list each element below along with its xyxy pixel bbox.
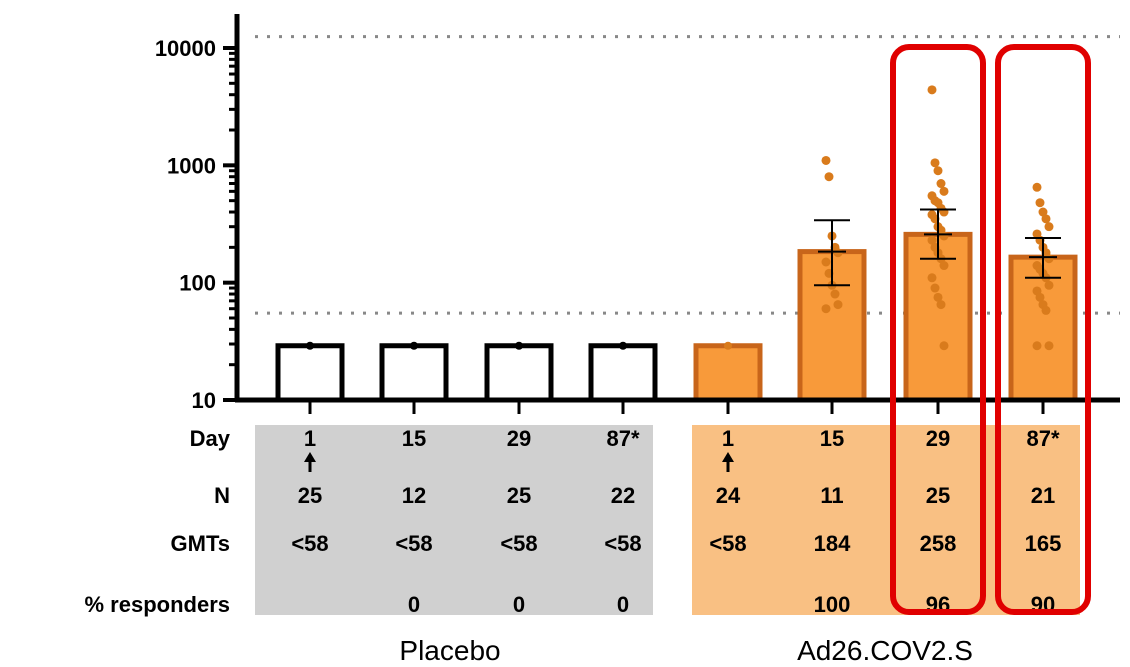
n-cell: 25 <box>926 483 950 508</box>
day-cell: 87* <box>606 426 639 451</box>
y-tick-label: 100 <box>179 271 216 296</box>
table-cells: 1 25 <58 15 12 <58 0 29 25 <58 0 87* 22 <58 0 1 24 <58 15 1… <box>291 426 1061 617</box>
data-point <box>939 186 949 196</box>
group-label-placebo: Placebo <box>399 635 500 666</box>
bars <box>275 231 1078 403</box>
data-point <box>933 166 943 176</box>
data-point <box>1041 214 1051 224</box>
data-point <box>515 341 523 350</box>
data-point <box>1044 280 1054 290</box>
gmt-cell: <58 <box>500 531 537 556</box>
bar <box>693 343 763 403</box>
data-point <box>1038 207 1048 217</box>
day-cell: 29 <box>507 426 531 451</box>
responders-cell: 0 <box>408 592 420 617</box>
data-point <box>1035 198 1045 208</box>
data-point <box>833 248 843 258</box>
bar <box>379 343 449 403</box>
data-point <box>933 292 943 302</box>
data-point <box>833 300 843 310</box>
placebo-table-background <box>255 425 653 615</box>
table-row-labels: Day N GMTs % responders <box>85 426 231 617</box>
gmt-cell: 165 <box>1025 531 1062 556</box>
table-background <box>255 425 1080 615</box>
n-cell: 24 <box>716 483 741 508</box>
highlight-box <box>995 44 1091 615</box>
row-label-day: Day <box>190 426 231 451</box>
dose-arrow-icon <box>722 452 734 462</box>
responders-cell: 100 <box>814 592 851 617</box>
data-point <box>1044 254 1054 264</box>
responders-cell: 0 <box>617 592 629 617</box>
vaccine-table-background <box>692 425 1080 615</box>
data-point <box>930 158 940 168</box>
n-cell: 12 <box>402 483 426 508</box>
gmt-cell: 184 <box>814 531 851 556</box>
threshold-lines <box>255 35 1120 315</box>
day-cell: 87* <box>1026 426 1059 451</box>
bar <box>484 343 554 403</box>
data-point <box>1035 292 1045 302</box>
data-point <box>1032 341 1042 351</box>
y-tick-label: 10000 <box>155 36 216 61</box>
day-cell: 15 <box>402 426 426 451</box>
n-cell: 25 <box>507 483 531 508</box>
data-point <box>936 300 946 310</box>
row-label-gmts: GMTs <box>171 531 230 556</box>
n-cell: 25 <box>298 483 322 508</box>
bar <box>275 343 345 403</box>
data-point <box>927 235 937 245</box>
n-cell: 22 <box>611 483 635 508</box>
dose-arrow-icon <box>304 452 316 462</box>
gmt-cell: 258 <box>920 531 957 556</box>
data-point <box>927 273 937 283</box>
responders-cell: 0 <box>513 592 525 617</box>
data-point <box>930 283 940 293</box>
data-point <box>821 304 831 314</box>
data-point <box>936 179 946 189</box>
data-point <box>724 341 732 350</box>
data-point <box>1032 182 1042 192</box>
group-labels: Placebo Ad26.COV2.S <box>399 635 973 666</box>
data-point <box>306 341 314 350</box>
data-point <box>830 289 840 299</box>
gmt-cell: <58 <box>395 531 432 556</box>
day-cell: 15 <box>820 426 844 451</box>
data-point <box>939 261 949 271</box>
y-axis <box>223 14 1120 414</box>
highlight-box <box>890 44 986 615</box>
data-point <box>1044 222 1054 232</box>
row-label-n: N <box>214 483 230 508</box>
gmt-cell: <58 <box>709 531 746 556</box>
data-point <box>821 155 831 165</box>
y-tick-label: 10 <box>192 388 216 413</box>
gmt-cell: <58 <box>604 531 641 556</box>
day-cell: 29 <box>926 426 950 451</box>
data-point <box>939 341 949 351</box>
data-point <box>821 257 831 267</box>
group-label-vaccine: Ad26.COV2.S <box>797 635 973 666</box>
data-point <box>939 231 949 241</box>
gmt-cell: <58 <box>291 531 328 556</box>
y-tick-labels: 10 100 1000 10000 <box>155 36 216 413</box>
n-cell: 21 <box>1031 483 1055 508</box>
row-label-responders: % responders <box>85 592 231 617</box>
day-cell: 1 <box>304 426 316 451</box>
y-tick-label: 1000 <box>167 153 216 178</box>
highlight-boxes <box>890 44 1091 615</box>
bar <box>588 343 658 403</box>
data-point <box>1044 341 1054 351</box>
data-point <box>619 341 627 350</box>
day-cell: 1 <box>722 426 734 451</box>
data-point <box>1041 305 1051 315</box>
error-bars <box>814 208 1061 287</box>
data-point <box>824 172 834 182</box>
data-point <box>410 341 418 350</box>
data-point <box>927 85 937 95</box>
n-cell: 11 <box>820 483 843 508</box>
